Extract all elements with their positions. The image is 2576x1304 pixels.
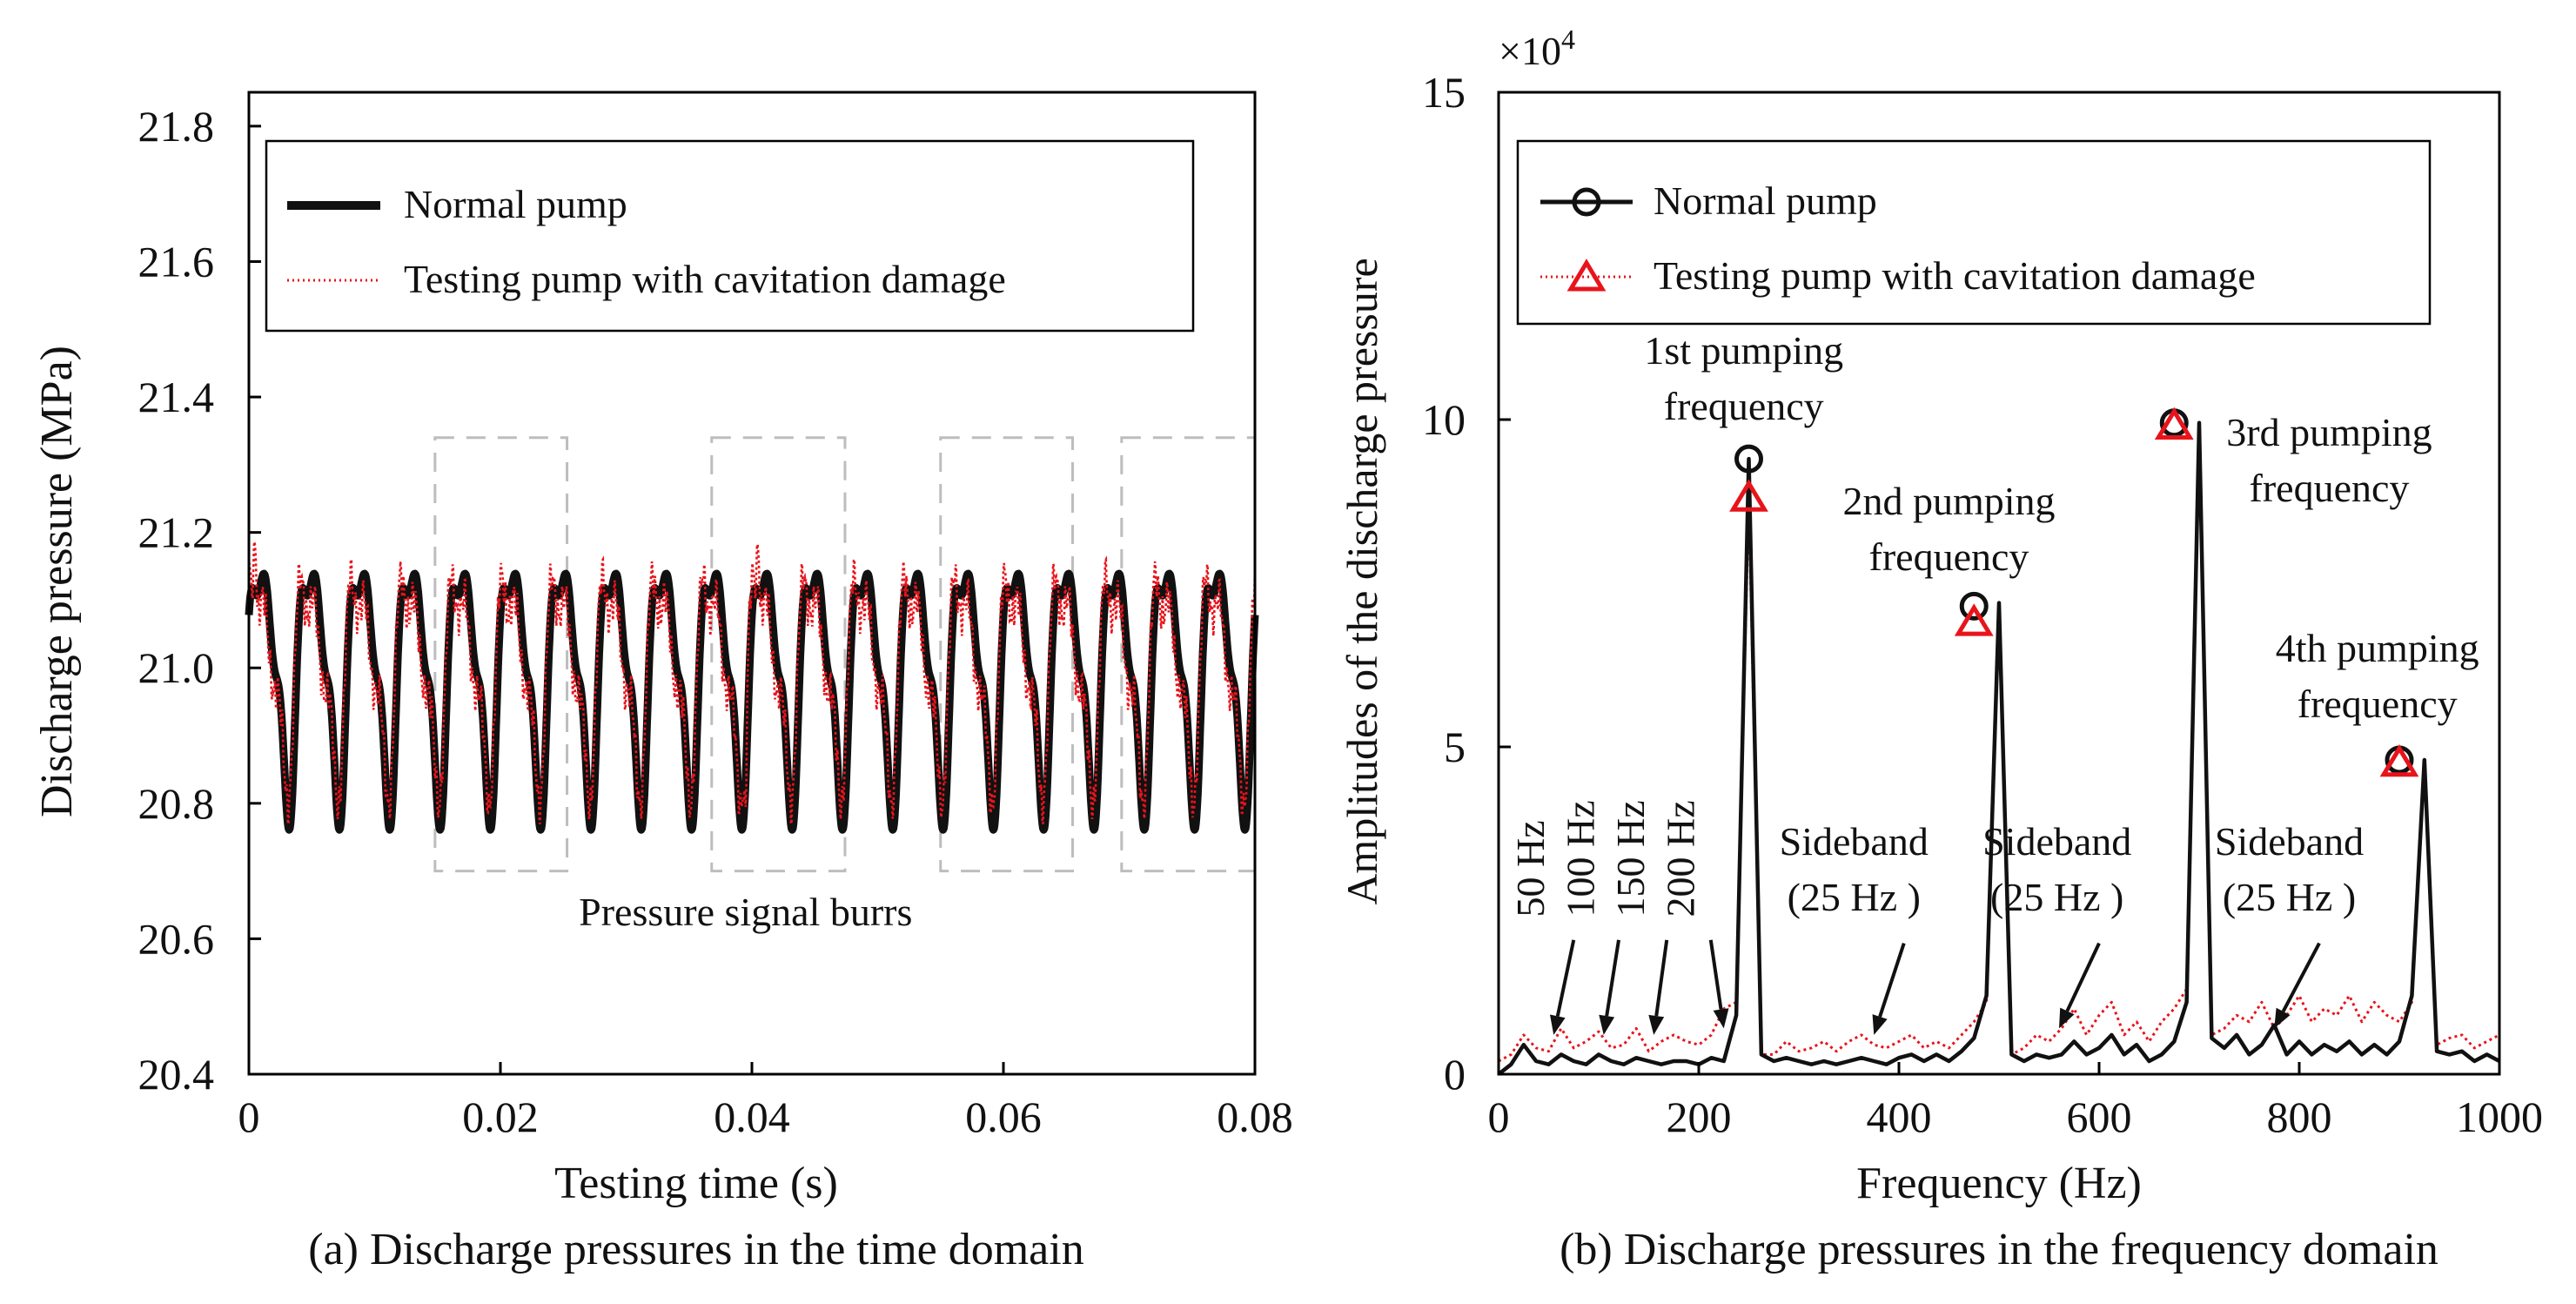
arrow-shaft-6	[2065, 942, 2101, 1012]
annotation-b-12: 200 Hz	[1658, 800, 1702, 917]
time-domain-chart: 0 0.02 0.04 0.06 0.08 20.4 20.6 20.8 21.0 21.2 21.…	[32, 91, 1293, 1274]
arrow-head-7	[2274, 1007, 2291, 1029]
legend-box-b	[1516, 139, 2432, 326]
legend-label-normal-a: Normal pump	[404, 182, 627, 226]
peak-marker-cavitation-4	[2379, 743, 2419, 777]
peak-marker-normal-1	[1734, 444, 1763, 474]
arrow-shaft-2	[1605, 939, 1620, 1017]
annotation-arrows	[1549, 939, 2321, 1035]
y-axis-label-a: Discharge pressure (MPa)	[32, 346, 82, 817]
chart-title-a: (a) Discharge pressures in the time doma…	[308, 1225, 1083, 1274]
y-tick-label-a-1: 20.6	[138, 914, 215, 963]
legend-marker-normal-b	[1572, 187, 1601, 217]
annotation-b-5: 3rd pumping	[2226, 410, 2432, 454]
y-tick-label-a-3: 21.0	[138, 643, 215, 692]
x-axis-label-a: Testing time (s)	[554, 1159, 838, 1208]
burr-region-2	[710, 436, 847, 873]
annotation-b-3: 2nd pumping	[1842, 479, 2055, 523]
y-multiplier-exponent: 4	[1561, 24, 1575, 55]
axes-frame-b	[1497, 91, 2501, 1076]
burrs-annotation: Pressure signal burrs	[579, 890, 912, 934]
y-tick-label-a-4: 21.2	[138, 508, 215, 557]
arrow-shaft-4	[1708, 939, 1723, 1010]
arrow-head-5	[1872, 1014, 1888, 1035]
y-tick-label-a-5: 21.4	[138, 373, 215, 421]
burr-region-3	[939, 436, 1074, 873]
y-axis-label-b: Amplitudes of the discharge pressure	[1338, 258, 1386, 904]
y-multiplier-base: ×10	[1499, 29, 1561, 73]
annotation-b-10: 100 Hz	[1558, 800, 1602, 917]
y-tick-label-b-1: 5	[1444, 723, 1466, 771]
peak-marker-cavitation-3	[2154, 407, 2194, 440]
arrow-shaft-5	[1878, 942, 1906, 1018]
arrow-head-2	[1599, 1014, 1615, 1035]
arrow-shaft-3	[1654, 939, 1669, 1017]
axis-ticks-b: 0 200 400 600 800 1000 0 5 10 15	[1422, 68, 2543, 1141]
arrow-head-3	[1648, 1014, 1665, 1035]
chart-title-b: (b) Discharge pressures in the frequency…	[1560, 1225, 2438, 1274]
arrow-shaft-1	[1555, 939, 1576, 1017]
annotation-b-11: 150 Hz	[1608, 800, 1653, 917]
burr-region-1	[433, 436, 569, 873]
y-multiplier-b: ×104	[1499, 24, 1575, 73]
legend-label-cavitation-b: Testing pump with cavitation damage	[1654, 253, 2256, 298]
annotation-b-16: (25 Hz )	[1990, 875, 2123, 919]
y-tick-label-b-2: 10	[1422, 395, 1466, 444]
annotation-b-7: 4th pumping	[2276, 626, 2479, 670]
legend-a: Normal pump Testing pump with cavitation…	[265, 139, 1195, 333]
peak-marker-normal-2	[1959, 591, 1989, 621]
peak-marker-cavitation-1	[1729, 479, 1768, 512]
legend-box-a	[265, 139, 1195, 333]
legend-label-normal-b: Normal pump	[1654, 178, 1877, 223]
legend-b: Normal pump Testing pump with cavitation…	[1516, 139, 2432, 326]
y-tick-label-a-0: 20.4	[138, 1050, 215, 1099]
arrow-head-4	[1713, 1008, 1729, 1029]
x-tick-label-a-0: 0	[238, 1092, 260, 1141]
peak-markers	[1729, 407, 2419, 777]
axis-ticks-a: 0 0.02 0.04 0.06 0.08 20.4 20.6 20.8 21.0 21.2 21.…	[138, 102, 1293, 1141]
series-normal-pump-b	[1497, 420, 2501, 1076]
spectrum-lines	[1497, 420, 2501, 1076]
arrow-head-1	[1549, 1014, 1566, 1035]
annotation-b-4: frequency	[1869, 534, 2029, 579]
y-tick-label-a-7: 21.8	[138, 102, 215, 151]
x-tick-label-b-0: 0	[1488, 1092, 1510, 1141]
time-series-lines	[245, 541, 1259, 834]
frequency-domain-chart: 0 200 400 600 800 1000 0 5 10 15 1st pumping frequ…	[1338, 24, 2543, 1274]
x-tick-label-b-4: 800	[2267, 1092, 2332, 1141]
legend-marker-cavitation-b	[1566, 259, 1607, 292]
y-tick-label-a-2: 20.8	[138, 779, 215, 828]
annotation-b-9: 50 Hz	[1508, 820, 1553, 917]
series-normal-pump-a	[245, 569, 1259, 834]
annotation-b-15: Sideband	[1982, 819, 2131, 864]
arrow-head-6	[2059, 1007, 2075, 1029]
annotations-b: 1st pumping frequency 2nd pumping frequency…	[1508, 328, 2479, 919]
legend-label-cavitation-a: Testing pump with cavitation damage	[404, 257, 1006, 301]
x-tick-label-a-1: 0.02	[462, 1092, 539, 1141]
annotation-b-18: (25 Hz )	[2223, 875, 2356, 919]
x-tick-label-a-3: 0.06	[965, 1092, 1042, 1141]
x-tick-label-a-4: 0.08	[1217, 1092, 1293, 1141]
annotation-b-17: Sideband	[2215, 819, 2364, 864]
annotation-b-13: Sideband	[1780, 819, 1929, 864]
peak-marker-cavitation-2	[1954, 603, 1994, 636]
x-tick-label-b-3: 600	[2067, 1092, 2132, 1141]
series-cavitation-pump-a	[247, 541, 1257, 824]
x-axis-label-b: Frequency (Hz)	[1856, 1159, 2142, 1208]
y-tick-label-b-3: 15	[1422, 68, 1466, 117]
x-tick-label-b-2: 400	[1867, 1092, 1932, 1141]
y-tick-label-a-6: 21.6	[138, 237, 215, 286]
annotation-b-14: (25 Hz )	[1788, 875, 1921, 919]
x-tick-label-b-5: 1000	[2456, 1092, 2543, 1141]
x-tick-label-b-1: 200	[1667, 1092, 1732, 1141]
annotation-b-6: frequency	[2250, 466, 2410, 510]
annotation-b-8: frequency	[2298, 682, 2458, 726]
x-tick-label-a-2: 0.04	[714, 1092, 790, 1141]
annotation-b-1: 1st pumping	[1644, 328, 1843, 373]
arrow-shaft-7	[2281, 942, 2321, 1012]
annotation-b-2: frequency	[1664, 384, 1824, 428]
y-tick-label-b-0: 0	[1444, 1050, 1466, 1099]
